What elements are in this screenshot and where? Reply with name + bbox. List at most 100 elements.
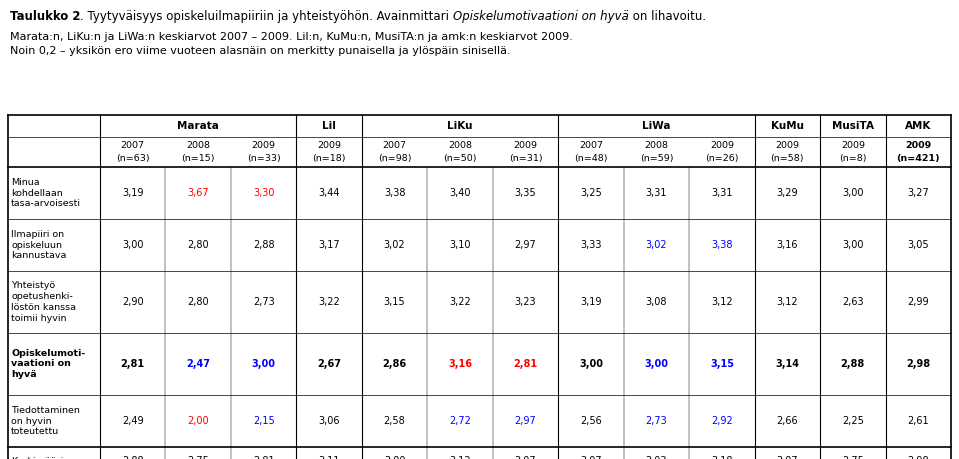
Text: 3,18: 3,18 — [712, 456, 733, 459]
Text: 2008: 2008 — [448, 140, 472, 150]
Text: (n=58): (n=58) — [771, 155, 804, 163]
Text: on lihavoitu.: on lihavoitu. — [629, 10, 706, 23]
Text: 2007: 2007 — [579, 140, 603, 150]
Text: 3,33: 3,33 — [580, 240, 601, 250]
Text: 2,58: 2,58 — [384, 416, 406, 426]
Text: . Tyytyväisyys opiskeluilmapiiriin ja yhteistyöhön. Avainmittari: . Tyytyväisyys opiskeluilmapiiriin ja yh… — [81, 10, 454, 23]
Text: 2,98: 2,98 — [907, 456, 929, 459]
Text: (n=63): (n=63) — [116, 155, 150, 163]
Text: 3,05: 3,05 — [907, 240, 929, 250]
Text: 2,80: 2,80 — [187, 240, 209, 250]
Text: 2,56: 2,56 — [580, 416, 602, 426]
Text: 3,07: 3,07 — [580, 456, 602, 459]
Text: 2,72: 2,72 — [449, 416, 471, 426]
Text: Marata: Marata — [177, 121, 219, 131]
Text: 2,49: 2,49 — [122, 416, 144, 426]
Text: (n=421): (n=421) — [897, 155, 940, 163]
Text: 3,00: 3,00 — [842, 240, 863, 250]
Text: 3,00: 3,00 — [842, 188, 863, 198]
Text: 2,97: 2,97 — [515, 240, 536, 250]
Text: 2,63: 2,63 — [842, 297, 864, 307]
Text: 3,40: 3,40 — [449, 188, 471, 198]
Text: 3,07: 3,07 — [515, 456, 536, 459]
Text: 3,08: 3,08 — [645, 297, 667, 307]
Text: 2009: 2009 — [775, 140, 800, 150]
Text: (n=50): (n=50) — [443, 155, 477, 163]
Text: 2007: 2007 — [383, 140, 407, 150]
Text: 2009: 2009 — [710, 140, 734, 150]
Text: (n=15): (n=15) — [181, 155, 215, 163]
Text: 3,15: 3,15 — [384, 297, 406, 307]
Text: 2009: 2009 — [251, 140, 275, 150]
Text: MusiTA: MusiTA — [831, 121, 874, 131]
Text: 2009: 2009 — [317, 140, 341, 150]
Text: LiWa: LiWa — [643, 121, 670, 131]
Text: 2,61: 2,61 — [907, 416, 929, 426]
Text: 3,00: 3,00 — [384, 456, 406, 459]
Text: AMK: AMK — [905, 121, 931, 131]
Text: 2007: 2007 — [121, 140, 145, 150]
Text: 2008: 2008 — [186, 140, 210, 150]
Text: 2,73: 2,73 — [253, 297, 274, 307]
Text: 3,00: 3,00 — [251, 359, 275, 369]
Text: 3,12: 3,12 — [777, 297, 798, 307]
Text: 3,15: 3,15 — [710, 359, 734, 369]
Text: 3,03: 3,03 — [645, 456, 667, 459]
Text: 2,75: 2,75 — [842, 456, 864, 459]
Text: 3,06: 3,06 — [318, 416, 339, 426]
Text: 3,31: 3,31 — [712, 188, 733, 198]
Text: 2,15: 2,15 — [253, 416, 274, 426]
Text: 3,16: 3,16 — [448, 359, 472, 369]
Text: 3,00: 3,00 — [579, 359, 603, 369]
Text: 2,81: 2,81 — [253, 456, 274, 459]
Text: 3,22: 3,22 — [449, 297, 471, 307]
Text: 2,00: 2,00 — [187, 416, 209, 426]
Text: KuMu: KuMu — [771, 121, 804, 131]
Text: (n=18): (n=18) — [313, 155, 346, 163]
Text: (n=98): (n=98) — [378, 155, 411, 163]
Text: Lil: Lil — [322, 121, 336, 131]
Text: 2,47: 2,47 — [186, 359, 210, 369]
Text: (n=33): (n=33) — [246, 155, 281, 163]
Text: 2,25: 2,25 — [842, 416, 864, 426]
Text: 2,88: 2,88 — [122, 456, 144, 459]
Text: Noin 0,2 – yksikön ero viime vuoteen alasпäin on merkitty punaisella ja ylöspäin: Noin 0,2 – yksikön ero viime vuoteen ala… — [10, 46, 510, 56]
Text: 3,11: 3,11 — [318, 456, 339, 459]
Text: 2,88: 2,88 — [841, 359, 865, 369]
Text: 2,99: 2,99 — [907, 297, 929, 307]
Text: 3,19: 3,19 — [122, 188, 144, 198]
Text: 2,98: 2,98 — [906, 359, 930, 369]
Text: 2,81: 2,81 — [513, 359, 538, 369]
Text: 3,44: 3,44 — [318, 188, 339, 198]
Text: Opiskelumoti-
vaationi on
hyvä: Opiskelumoti- vaationi on hyvä — [11, 349, 85, 379]
Text: 2,80: 2,80 — [187, 297, 209, 307]
Text: 3,02: 3,02 — [384, 240, 406, 250]
Text: 3,23: 3,23 — [515, 297, 536, 307]
Text: 3,16: 3,16 — [777, 240, 798, 250]
Text: 3,19: 3,19 — [580, 297, 601, 307]
Text: 3,10: 3,10 — [449, 240, 471, 250]
Text: 3,22: 3,22 — [318, 297, 340, 307]
Text: 2009: 2009 — [841, 140, 865, 150]
Text: 3,00: 3,00 — [122, 240, 144, 250]
Text: 3,38: 3,38 — [712, 240, 733, 250]
Text: 3,29: 3,29 — [777, 188, 798, 198]
Text: 3,67: 3,67 — [187, 188, 209, 198]
Text: 2,81: 2,81 — [121, 359, 145, 369]
Text: LiKu: LiKu — [447, 121, 473, 131]
Text: 2,97: 2,97 — [515, 416, 536, 426]
Text: 2,73: 2,73 — [645, 416, 667, 426]
Text: 2,88: 2,88 — [253, 240, 274, 250]
Text: Minua
kohdellaan
tasa-arvoisesti: Minua kohdellaan tasa-arvoisesti — [11, 178, 81, 208]
Text: Tiedottaminen
on hyvin
toteutettu: Tiedottaminen on hyvin toteutettu — [11, 406, 80, 436]
Text: 3,25: 3,25 — [580, 188, 602, 198]
Text: 3,02: 3,02 — [645, 240, 667, 250]
Text: 2,75: 2,75 — [187, 456, 209, 459]
Text: Marata:n, LiKu:n ja LiWa:n keskiarvot 2007 – 2009. Lil:n, KuMu:n, MusiTA:n ja am: Marata:n, LiKu:n ja LiWa:n keskiarvot 20… — [10, 32, 573, 42]
Text: 3,14: 3,14 — [775, 359, 800, 369]
Text: 2009: 2009 — [905, 140, 931, 150]
Text: Ilmapiiri on
opiskeluun
kannustava: Ilmapiiri on opiskeluun kannustava — [11, 230, 66, 260]
Text: 3,35: 3,35 — [515, 188, 536, 198]
Text: 3,38: 3,38 — [384, 188, 406, 198]
Text: (n=48): (n=48) — [574, 155, 608, 163]
